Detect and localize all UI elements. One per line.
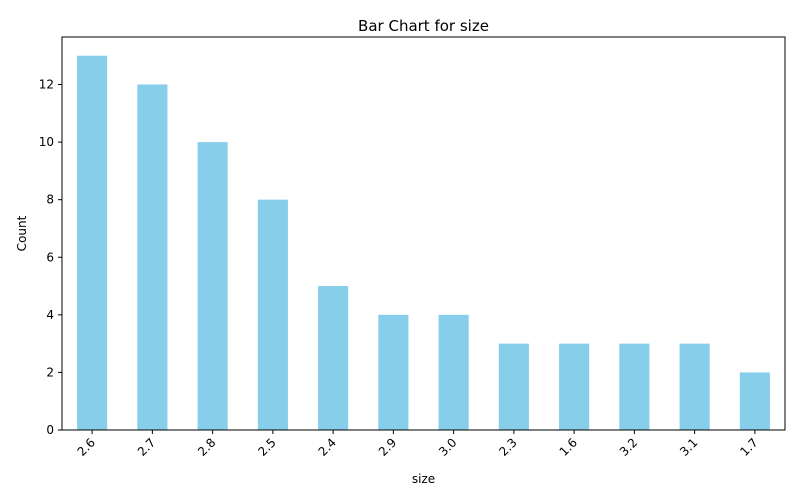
y-tick-label: 8	[46, 193, 54, 207]
x-tick-label: 2.9	[376, 435, 399, 458]
x-tick-label: 2.5	[255, 435, 278, 458]
bar-2.3	[498, 343, 529, 430]
y-tick-label: 10	[39, 135, 54, 149]
x-axis: 2.6 2.7 2.8 2.5 2.4 2.9 3.0 2.3 1.6 3.2 3.1 1.7	[75, 430, 761, 459]
x-tick-label: 3.2	[617, 435, 640, 458]
bar-1.6	[559, 343, 590, 430]
x-tick-label: 2.8	[195, 435, 218, 458]
bar-3.0	[438, 314, 469, 430]
x-tick-label: 3.0	[436, 435, 459, 458]
x-tick-label: 1.6	[557, 435, 580, 458]
bar-2.4	[318, 286, 349, 430]
bar-3.1	[679, 343, 710, 430]
y-tick-label: 0	[46, 423, 54, 437]
x-axis-label: size	[412, 472, 435, 486]
y-axis-label: Count	[15, 215, 29, 251]
y-axis: 0 2 4 6 8 10 12	[39, 78, 62, 437]
x-tick-label: 2.6	[75, 435, 98, 458]
bar-3.2	[619, 343, 650, 430]
y-tick-label: 2	[46, 365, 54, 379]
bar-2.6	[77, 55, 108, 430]
x-tick-label: 2.3	[496, 435, 519, 458]
x-tick-label: 2.4	[316, 435, 339, 458]
chart-title: Bar Chart for size	[358, 17, 489, 35]
y-tick-label: 4	[46, 308, 54, 322]
plot-frame	[61, 36, 786, 431]
x-tick-label: 3.1	[677, 435, 700, 458]
y-tick-label: 12	[39, 78, 54, 92]
y-tick-label: 6	[46, 250, 54, 264]
x-tick-label: 2.7	[135, 435, 158, 458]
bar-2.7	[137, 84, 168, 430]
plot-area	[77, 55, 770, 431]
bar-2.9	[378, 314, 409, 430]
bar-2.8	[197, 142, 228, 431]
bar-1.7	[739, 372, 770, 430]
x-tick-label: 1.7	[737, 435, 760, 458]
bar-2.5	[257, 199, 288, 430]
